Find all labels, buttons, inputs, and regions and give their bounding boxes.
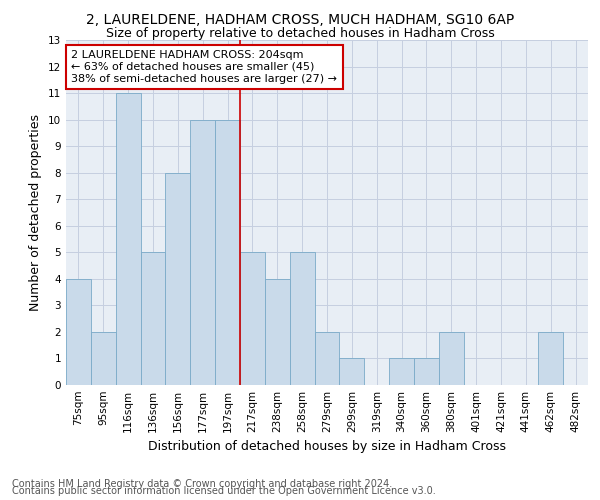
Bar xyxy=(314,332,340,385)
Bar xyxy=(66,279,91,385)
Bar xyxy=(140,252,166,385)
Text: 2 LAURELDENE HADHAM CROSS: 204sqm
← 63% of detached houses are smaller (45)
38% : 2 LAURELDENE HADHAM CROSS: 204sqm ← 63% … xyxy=(71,50,337,84)
Bar xyxy=(116,93,140,385)
Bar xyxy=(290,252,314,385)
Bar xyxy=(240,252,265,385)
Bar xyxy=(340,358,364,385)
Text: 2, LAURELDENE, HADHAM CROSS, MUCH HADHAM, SG10 6AP: 2, LAURELDENE, HADHAM CROSS, MUCH HADHAM… xyxy=(86,12,514,26)
X-axis label: Distribution of detached houses by size in Hadham Cross: Distribution of detached houses by size … xyxy=(148,440,506,454)
Bar xyxy=(91,332,116,385)
Bar xyxy=(414,358,439,385)
Bar xyxy=(166,172,190,385)
Text: Contains HM Land Registry data © Crown copyright and database right 2024.: Contains HM Land Registry data © Crown c… xyxy=(12,479,392,489)
Bar xyxy=(265,279,290,385)
Y-axis label: Number of detached properties: Number of detached properties xyxy=(29,114,43,311)
Bar xyxy=(190,120,215,385)
Bar xyxy=(439,332,464,385)
Bar xyxy=(215,120,240,385)
Text: Contains public sector information licensed under the Open Government Licence v3: Contains public sector information licen… xyxy=(12,486,436,496)
Text: Size of property relative to detached houses in Hadham Cross: Size of property relative to detached ho… xyxy=(106,28,494,40)
Bar xyxy=(538,332,563,385)
Bar xyxy=(389,358,414,385)
